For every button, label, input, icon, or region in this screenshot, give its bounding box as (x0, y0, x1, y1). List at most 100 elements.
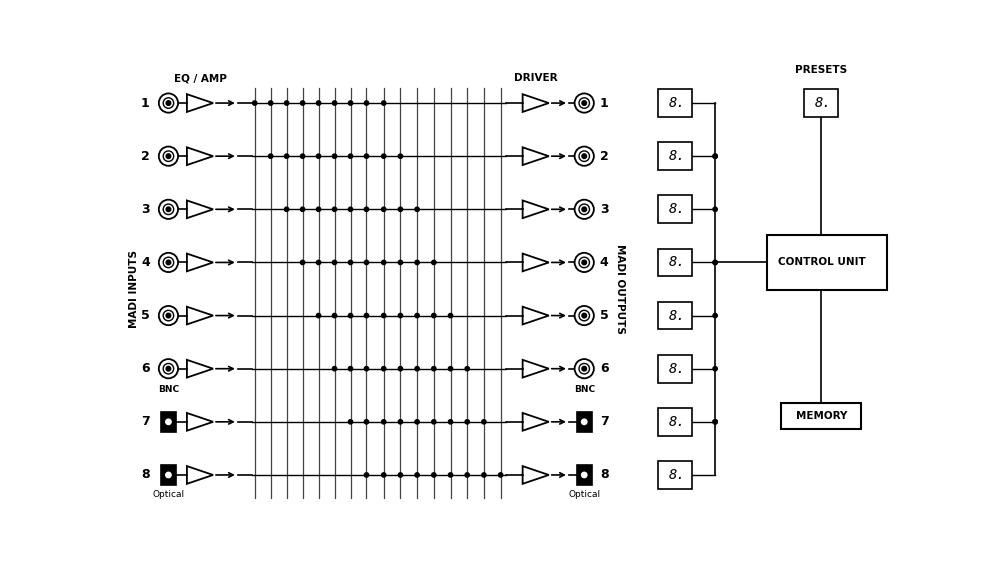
Circle shape (269, 154, 273, 158)
Circle shape (253, 101, 257, 105)
Circle shape (332, 367, 336, 371)
Text: 2: 2 (600, 150, 608, 162)
Circle shape (159, 200, 178, 219)
Text: 6: 6 (600, 362, 608, 375)
Text: Optical: Optical (568, 490, 600, 499)
Bar (161, 412, 176, 432)
Circle shape (582, 154, 586, 158)
Circle shape (481, 473, 486, 477)
Circle shape (166, 207, 171, 211)
Circle shape (382, 367, 386, 371)
Circle shape (465, 473, 469, 477)
Circle shape (163, 310, 173, 321)
Circle shape (316, 260, 320, 264)
Text: 8.: 8. (669, 362, 685, 376)
Circle shape (713, 420, 717, 424)
Circle shape (581, 473, 587, 478)
Circle shape (348, 154, 352, 158)
Circle shape (365, 314, 369, 317)
Circle shape (163, 257, 173, 268)
Text: 4: 4 (141, 256, 150, 269)
Circle shape (398, 207, 403, 211)
Circle shape (582, 207, 586, 211)
Bar (659, 89, 692, 117)
Circle shape (163, 98, 173, 108)
Circle shape (300, 260, 305, 264)
Circle shape (432, 473, 436, 477)
Text: 7: 7 (600, 416, 608, 428)
Circle shape (348, 367, 352, 371)
Circle shape (398, 260, 403, 264)
Circle shape (365, 101, 369, 105)
Text: 8.: 8. (669, 96, 685, 110)
Bar (659, 302, 692, 329)
Text: CONTROL UNIT: CONTROL UNIT (777, 258, 865, 267)
Circle shape (332, 314, 336, 317)
Circle shape (166, 473, 171, 478)
Circle shape (300, 207, 305, 211)
Text: MADI INPUTS: MADI INPUTS (129, 250, 139, 328)
Text: 1: 1 (141, 96, 150, 109)
Text: 8.: 8. (669, 468, 685, 482)
Circle shape (448, 473, 453, 477)
Circle shape (579, 310, 589, 321)
Text: 8.: 8. (669, 202, 685, 216)
Circle shape (582, 260, 586, 264)
Text: 2: 2 (141, 150, 150, 162)
Circle shape (316, 154, 320, 158)
Circle shape (448, 314, 453, 317)
Circle shape (713, 207, 717, 211)
Text: 5: 5 (141, 309, 150, 322)
Circle shape (582, 314, 586, 318)
Circle shape (382, 420, 386, 424)
Circle shape (159, 146, 178, 166)
Text: DRIVER: DRIVER (514, 73, 558, 83)
Text: 3: 3 (600, 203, 608, 216)
Circle shape (159, 253, 178, 272)
Circle shape (163, 364, 173, 374)
Circle shape (582, 101, 586, 105)
Circle shape (432, 420, 436, 424)
Text: MADI OUTPUTS: MADI OUTPUTS (614, 244, 624, 334)
Circle shape (579, 364, 589, 374)
Text: 1: 1 (600, 96, 608, 109)
Circle shape (365, 154, 369, 158)
Circle shape (382, 154, 386, 158)
Circle shape (398, 473, 403, 477)
Circle shape (581, 419, 587, 425)
Bar (659, 355, 692, 382)
Circle shape (166, 260, 171, 264)
Circle shape (415, 260, 419, 264)
Circle shape (432, 367, 436, 371)
Circle shape (579, 257, 589, 268)
Circle shape (575, 306, 594, 325)
Bar (577, 412, 592, 432)
Text: BNC: BNC (574, 385, 595, 394)
Circle shape (382, 101, 386, 105)
Circle shape (432, 314, 436, 317)
Circle shape (348, 101, 352, 105)
Text: 8.: 8. (669, 255, 685, 270)
Circle shape (348, 207, 352, 211)
Circle shape (332, 207, 336, 211)
Circle shape (284, 154, 289, 158)
Text: 8: 8 (141, 469, 150, 482)
Bar (161, 465, 176, 485)
Text: BNC: BNC (158, 385, 179, 394)
Circle shape (398, 420, 403, 424)
Circle shape (575, 253, 594, 272)
Circle shape (713, 420, 717, 424)
Circle shape (316, 101, 320, 105)
Circle shape (465, 367, 469, 371)
Circle shape (575, 146, 594, 166)
Text: 5: 5 (600, 309, 608, 322)
Circle shape (713, 260, 717, 264)
Circle shape (348, 420, 352, 424)
Circle shape (415, 473, 419, 477)
Text: 8.: 8. (669, 149, 685, 163)
Circle shape (284, 101, 289, 105)
Circle shape (166, 419, 171, 425)
Circle shape (582, 367, 586, 371)
Bar (805, 89, 839, 117)
Circle shape (415, 314, 419, 317)
